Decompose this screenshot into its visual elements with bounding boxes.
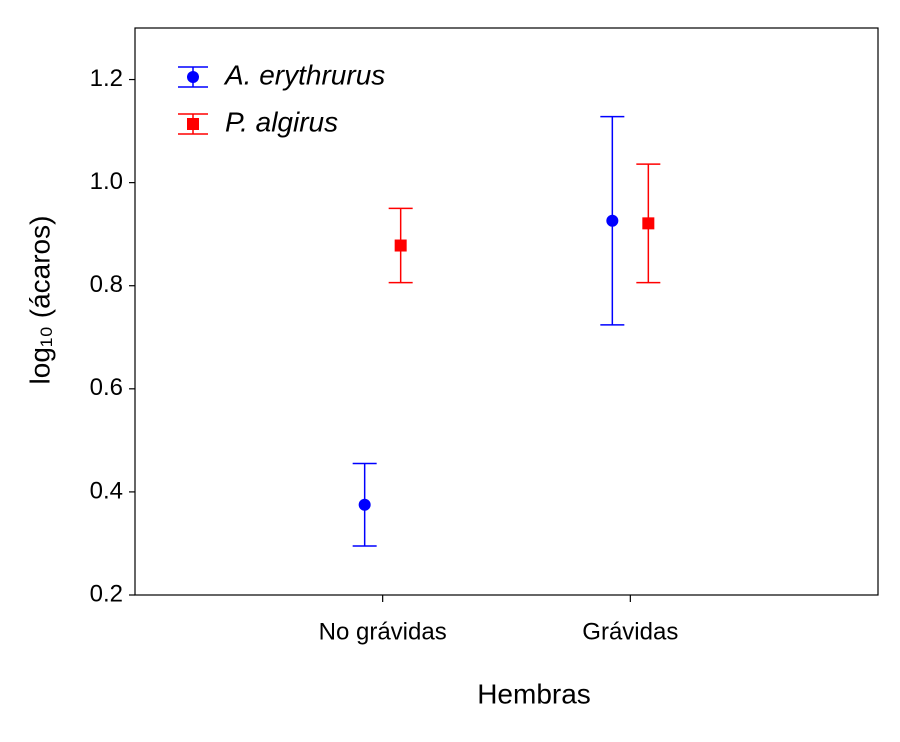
legend-label: A. erythrurus: [223, 59, 385, 90]
y-axis-title: log₁₀ (ácaros): [24, 216, 55, 385]
y-tick-label: 1.0: [90, 168, 123, 195]
x-tick-label: Grávidas: [582, 618, 678, 645]
point: [642, 217, 655, 230]
point: [606, 214, 619, 227]
y-tick-label: 0.8: [90, 271, 123, 298]
y-tick-label: 0.2: [90, 580, 123, 607]
y-tick-label: 0.6: [90, 374, 123, 401]
x-axis-title: Hembras: [477, 678, 591, 709]
plot-frame: [134, 27, 879, 596]
legend-label: P. algirus: [225, 106, 338, 137]
legend-marker: [187, 71, 199, 83]
x-tick-label: No grávidas: [319, 618, 447, 645]
point: [358, 498, 371, 511]
point: [394, 239, 407, 252]
legend-marker: [187, 118, 199, 130]
y-tick-label: 1.2: [90, 65, 123, 92]
y-tick-label: 0.4: [90, 477, 123, 504]
